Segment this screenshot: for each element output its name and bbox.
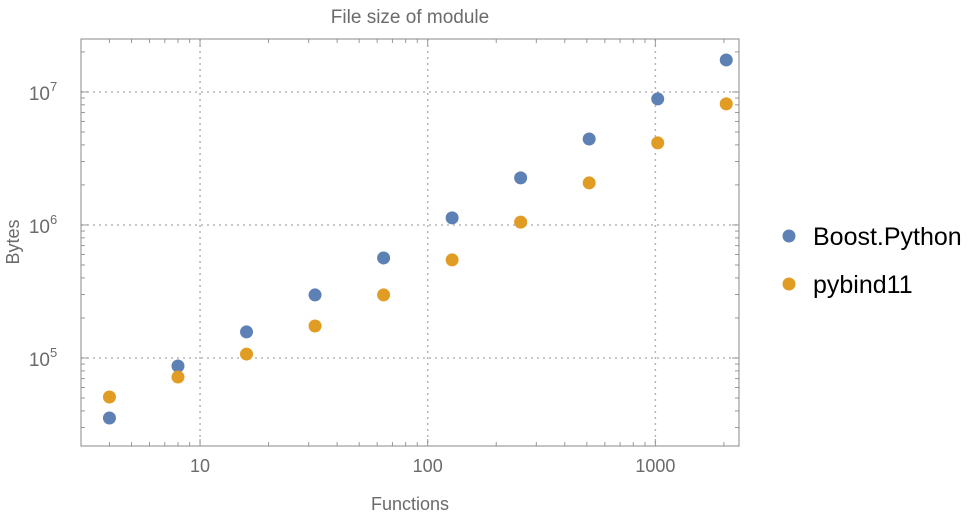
boost-python-point: [651, 92, 665, 106]
legend-label: pybind11: [813, 271, 913, 299]
data-points: [102, 53, 733, 425]
legend-marker: [782, 229, 796, 243]
legend-marker: [782, 277, 796, 291]
boost-python-point: [308, 288, 322, 302]
y-tick-label: 107: [29, 79, 57, 105]
legend: Boost.Python pybind11: [782, 223, 962, 299]
boost-python-point: [582, 132, 596, 146]
chart-title: File size of module: [331, 7, 489, 28]
legend-label: Boost.Python: [813, 223, 962, 251]
plot-frame: [80, 38, 740, 447]
pybind11-point: [582, 176, 596, 190]
pybind11-point: [240, 347, 254, 361]
pybind11-point: [651, 136, 665, 150]
pybind11-point: [102, 390, 116, 404]
pybind11-point: [308, 319, 322, 333]
x-axis-label: Functions: [371, 494, 449, 513]
boost-python-point: [514, 171, 528, 185]
y-tick-labels: 105 106 107: [29, 79, 57, 371]
y-tick-label: 105: [29, 345, 57, 371]
y-tick-label: 106: [29, 212, 57, 238]
pybind11-point: [377, 288, 391, 302]
boost-python-point: [719, 53, 733, 67]
boost-python-point: [240, 325, 254, 339]
pybind11-point: [171, 370, 185, 384]
y-axis-label: Bytes: [3, 219, 23, 264]
boost-python-point: [171, 359, 185, 373]
grid: [81, 39, 739, 446]
pybind11-point: [719, 97, 733, 111]
x-tick-label: 10: [190, 456, 210, 476]
boost-python-point: [377, 251, 391, 265]
pybind11-point: [514, 215, 528, 229]
boost-python-point: [102, 411, 116, 425]
x-tick-label: 1000: [635, 456, 675, 476]
boost-python-point: [445, 211, 459, 225]
x-tick-labels: 10 100 1000: [190, 456, 675, 476]
axis-ticks: [80, 39, 739, 446]
x-tick-label: 100: [413, 456, 443, 476]
pybind11-point: [445, 253, 459, 267]
